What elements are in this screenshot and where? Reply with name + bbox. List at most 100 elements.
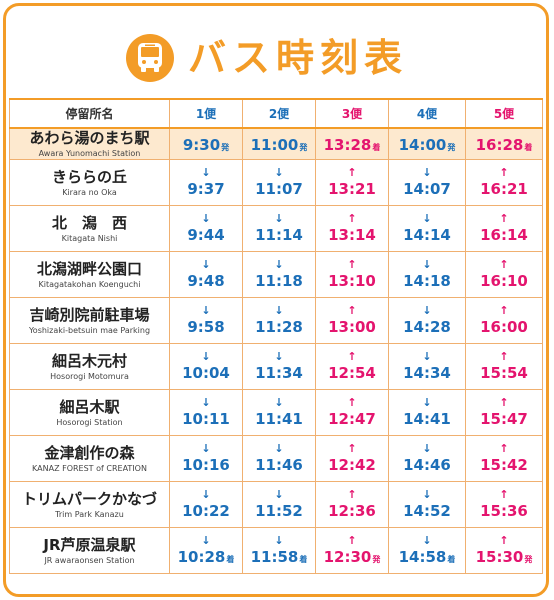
time-value: 16:10: [480, 272, 528, 290]
time-value: 16:14: [480, 226, 528, 244]
time-cell: ↓ 11:28: [242, 297, 316, 344]
time-cell: ↑ 12:47: [315, 389, 389, 436]
depart-tag: 発: [299, 142, 308, 152]
arrow-down-icon: ↓: [201, 166, 211, 179]
stop-name: 細呂木駅: [59, 397, 120, 416]
time-value: 13:21: [328, 180, 376, 198]
time-cell: ↑ 13:21: [315, 159, 389, 206]
depart-tag: 発: [372, 555, 381, 564]
time-cell: ↑ 16:10: [465, 251, 543, 298]
arrow-down-icon: ↓: [422, 304, 432, 317]
bus-icon: [126, 34, 174, 82]
stop-cell: 吉崎別院前駐車場 Yoshizaki-betsuin mae Parking: [9, 297, 170, 344]
arrow-down-icon: ↓: [274, 442, 284, 455]
time-cell: 11:00発: [242, 127, 316, 160]
time-cell: ↓ 10:16: [169, 435, 243, 482]
arrow-down-icon: ↓: [274, 304, 284, 317]
time-value: 10:16: [182, 456, 230, 474]
time-value: 13:00: [328, 318, 376, 336]
arrow-down-icon: ↓: [274, 488, 284, 501]
depart-tag: 発: [447, 142, 456, 152]
time-value: 9:30: [182, 135, 221, 154]
arrow-down-icon: ↓: [422, 442, 432, 455]
depart-tag: 発: [221, 142, 230, 152]
time-value: 12:36: [328, 502, 376, 520]
stop-cell: 北潟湖畔公園口 Kitagatakohan Koenguchi: [9, 251, 170, 298]
time-value: 10:04: [182, 364, 230, 382]
time-cell: ↓ 14:34: [388, 343, 466, 390]
table-row: きららの丘 Kirara no Oka ↓ 9:37 ↓ 11:07 ↑ 13:21 ↓ 14:0…: [9, 159, 543, 206]
time-value: 14:34: [403, 364, 451, 382]
arrow-down-icon: ↓: [422, 396, 432, 409]
timetable-header: バス時刻表: [6, 6, 546, 102]
arrow-down-icon: ↓: [422, 534, 432, 547]
time-cell: ↑ 13:14: [315, 205, 389, 252]
stop-romaji: Hosorogi Station: [56, 417, 123, 427]
stop-romaji: Kitagatakohan Koenguchi: [38, 279, 141, 289]
table-row: 金津創作の森 KANAZ FOREST of CREATION ↓ 10:16 ↓ 11:…: [9, 435, 543, 482]
arrow-down-icon: ↓: [422, 166, 432, 179]
time-value: 11:18: [255, 272, 303, 290]
time-value: 16:28: [475, 135, 524, 154]
time-cell: ↑ 12:36: [315, 481, 389, 528]
time-cell: ↓ 11:07: [242, 159, 316, 206]
arrow-down-icon: ↓: [422, 212, 432, 225]
stop-cell: 細呂木駅 Hosorogi Station: [9, 389, 170, 436]
stop-cell: JR芦原温泉駅 JR awaraonsen Station: [9, 527, 170, 574]
time-cell: ↓ 14:18: [388, 251, 466, 298]
time-value: 14:18: [403, 272, 451, 290]
time-cell: ↓ 11:58着: [242, 527, 316, 574]
arrow-up-icon: ↑: [499, 258, 509, 271]
time-value: 11:28: [255, 318, 303, 336]
arrow-up-icon: ↑: [347, 212, 357, 225]
time-cell: ↑ 15:47: [465, 389, 543, 436]
time-cell: ↓ 11:46: [242, 435, 316, 482]
time-cell: ↓ 9:58: [169, 297, 243, 344]
time-value: 9:58: [187, 318, 225, 336]
arrow-up-icon: ↑: [347, 258, 357, 271]
time-cell: ↓ 14:46: [388, 435, 466, 482]
time-cell: ↑ 15:54: [465, 343, 543, 390]
arrow-up-icon: ↑: [347, 166, 357, 179]
stop-romaji: KANAZ FOREST of CREATION: [32, 463, 147, 473]
time-value: 14:52: [403, 502, 451, 520]
table-row: 細呂木駅 Hosorogi Station ↓ 10:11 ↓ 11:41 ↑ 12:47 ↓ 1…: [9, 389, 543, 436]
stop-romaji: Hosorogi Motomura: [50, 371, 129, 381]
arrow-down-icon: ↓: [422, 488, 432, 501]
arrow-down-icon: ↓: [201, 396, 211, 409]
time-value: 15:30: [475, 548, 524, 566]
stop-romaji: Kirara no Oka: [62, 187, 117, 197]
stop-name: トリムパークかなづ: [21, 489, 157, 508]
time-value: 14:41: [403, 410, 451, 428]
stop-name: JR芦原温泉駅: [43, 535, 136, 554]
arrow-down-icon: ↓: [274, 258, 284, 271]
time-cell: ↑ 12:42: [315, 435, 389, 482]
time-value: 9:48: [187, 272, 225, 290]
time-value: 11:07: [255, 180, 303, 198]
arrow-up-icon: ↑: [499, 304, 509, 317]
time-value: 11:00: [250, 135, 299, 154]
time-value: 14:00: [398, 135, 447, 154]
time-cell: 13:28着: [315, 127, 389, 160]
time-value: 14:58: [398, 548, 447, 566]
arrow-up-icon: ↑: [499, 396, 509, 409]
time-cell: ↓ 11:52: [242, 481, 316, 528]
time-value: 9:44: [187, 226, 225, 244]
arrive-tag: 着: [524, 142, 533, 152]
stop-name: 吉崎別院前駐車場: [29, 305, 150, 324]
time-cell: 14:00発: [388, 127, 466, 160]
time-cell: ↑ 16:00: [465, 297, 543, 344]
header-service-4: 4便: [388, 98, 466, 129]
arrow-up-icon: ↑: [499, 212, 509, 225]
time-value: 13:28: [323, 135, 372, 154]
time-cell: ↓ 10:22: [169, 481, 243, 528]
time-cell: ↓ 11:14: [242, 205, 316, 252]
table-header-row: 停留所名 1便 2便 3便 4便 5便: [9, 98, 543, 129]
time-value: 11:52: [255, 502, 303, 520]
header-service-1: 1便: [169, 98, 243, 129]
time-value: 15:54: [480, 364, 528, 382]
depart-tag: 発: [524, 555, 533, 564]
time-value: 12:30: [323, 548, 372, 566]
table-row: 細呂木元村 Hosorogi Motomura ↓ 10:04 ↓ 11:34 ↑ 12:54…: [9, 343, 543, 390]
time-cell: 16:28着: [465, 127, 543, 160]
